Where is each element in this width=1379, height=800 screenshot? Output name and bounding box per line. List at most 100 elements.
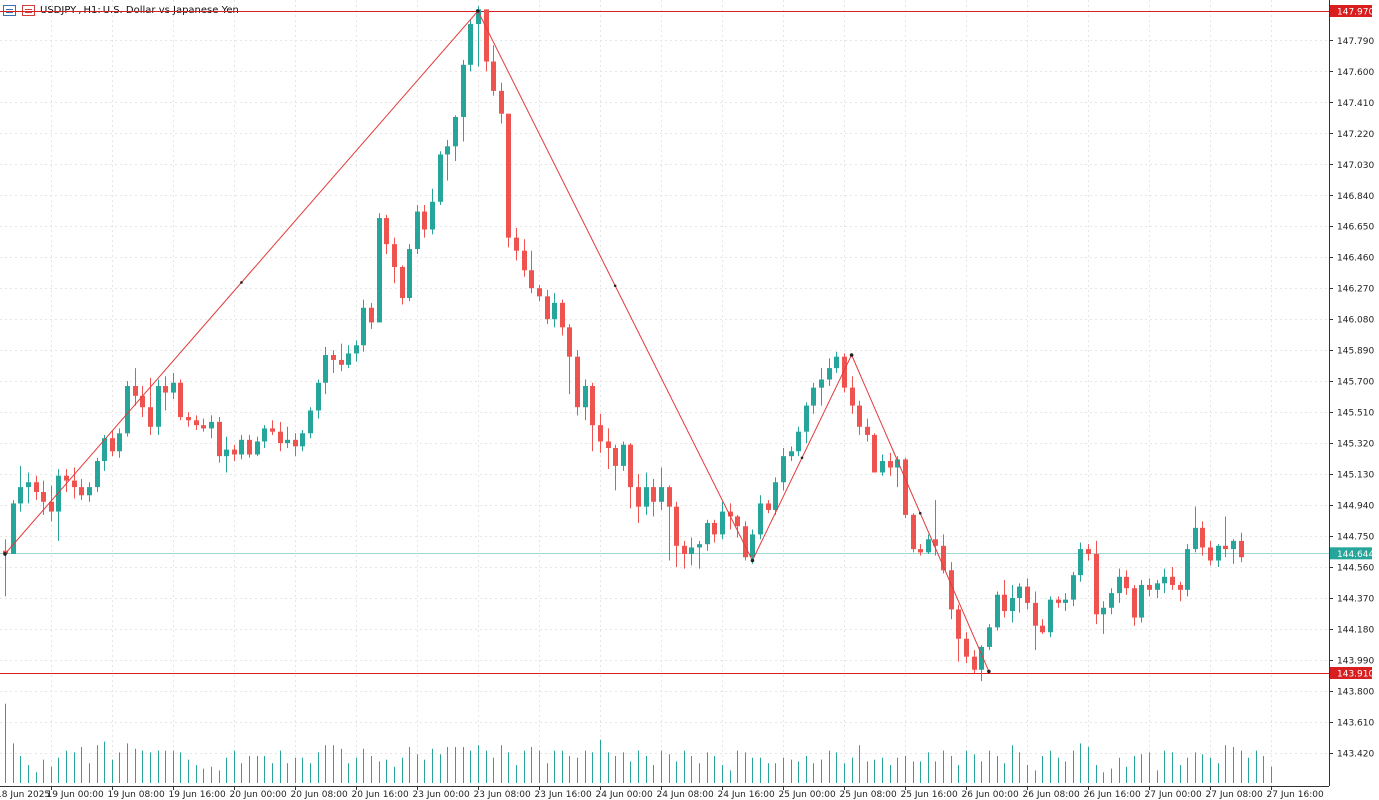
candle-bullish bbox=[453, 115, 458, 162]
candle-body bbox=[689, 547, 694, 554]
candle-body bbox=[354, 345, 359, 354]
candle-bullish bbox=[11, 500, 16, 554]
time-tick-label: 26 Jun 16:00 bbox=[1084, 790, 1141, 800]
zigzag-line bbox=[4, 10, 990, 672]
zigzag-point bbox=[750, 558, 755, 563]
candle-bearish bbox=[682, 540, 687, 569]
symbol-description: U.S. Dollar vs Japanese Yen bbox=[102, 4, 239, 16]
candle-bullish bbox=[117, 428, 122, 458]
candle-bullish bbox=[1010, 584, 1015, 623]
price-tick-label: 143.420 bbox=[1337, 749, 1374, 759]
symbol-separator: , bbox=[78, 4, 82, 16]
candle-body bbox=[56, 475, 61, 512]
time-tick-label: 25 Jun 08:00 bbox=[840, 790, 897, 800]
candle-bearish bbox=[872, 433, 877, 473]
candle-bearish bbox=[598, 413, 603, 453]
candle-body bbox=[476, 9, 481, 25]
level-price-tag-label: 143.910 bbox=[1337, 670, 1374, 680]
candle-bullish bbox=[239, 434, 244, 460]
candle-body bbox=[323, 355, 328, 383]
candle-body bbox=[766, 503, 771, 510]
candle-body bbox=[1185, 549, 1190, 590]
candle-body bbox=[545, 296, 550, 320]
candle-body bbox=[674, 506, 679, 546]
candle-body bbox=[850, 387, 855, 406]
candle-bullish bbox=[1117, 568, 1122, 603]
candle-bearish bbox=[72, 467, 77, 499]
candle-bearish bbox=[1002, 580, 1007, 618]
candle-bearish bbox=[567, 324, 572, 395]
price-tick-label: 147.790 bbox=[1337, 37, 1374, 47]
level-price-tag-bg bbox=[1330, 667, 1372, 679]
zigzag-midpoint bbox=[613, 284, 617, 288]
candle-bearish bbox=[628, 443, 633, 509]
candle-body bbox=[1063, 599, 1068, 603]
candle-body bbox=[95, 461, 100, 488]
candle-body bbox=[667, 487, 672, 507]
candle-body bbox=[270, 428, 275, 432]
candle-body bbox=[697, 544, 702, 548]
candle-bearish bbox=[194, 415, 199, 431]
candle-bullish bbox=[804, 402, 809, 444]
candle-bearish bbox=[232, 444, 237, 462]
candle-body bbox=[217, 421, 222, 457]
candle-bullish bbox=[750, 529, 755, 564]
time-tick-label: 27 Jun 00:00 bbox=[1145, 790, 1202, 800]
candle-bullish bbox=[1162, 568, 1167, 594]
candle-bullish bbox=[995, 591, 1000, 631]
candle-body bbox=[514, 237, 519, 251]
candle-bullish bbox=[758, 495, 763, 540]
candle-body bbox=[728, 511, 733, 517]
candle-bearish bbox=[842, 353, 847, 393]
candle-bullish bbox=[1139, 580, 1144, 623]
zigzag-point bbox=[476, 9, 480, 13]
candle-body bbox=[979, 646, 984, 670]
candle-body bbox=[133, 386, 138, 396]
candle-bullish bbox=[300, 430, 305, 452]
candle-bullish bbox=[407, 244, 412, 302]
price-tick-label: 147.030 bbox=[1337, 161, 1374, 171]
candle-bearish bbox=[392, 237, 397, 284]
zigzag-midpoint bbox=[800, 456, 804, 460]
candle-body bbox=[72, 480, 77, 488]
candle-body bbox=[964, 638, 969, 657]
candle-body bbox=[590, 386, 595, 426]
candle-bearish bbox=[64, 469, 69, 493]
candle-bearish bbox=[1200, 521, 1205, 556]
candle-body bbox=[117, 433, 122, 452]
candle-bearish bbox=[1033, 591, 1038, 651]
candle-bearish bbox=[712, 519, 717, 543]
candle-body bbox=[1071, 575, 1076, 600]
candle-body bbox=[705, 522, 710, 545]
candle-bearish bbox=[956, 604, 961, 662]
candle-body bbox=[26, 482, 31, 488]
candle-bearish bbox=[575, 350, 580, 416]
candle-bullish bbox=[87, 482, 92, 502]
time-tick-label: 18 Jun 2025 bbox=[0, 790, 50, 800]
candle-bearish bbox=[911, 513, 916, 553]
level-price-tag: 147.970 bbox=[1330, 5, 1374, 18]
time-tick-label: 19 Jun 00:00 bbox=[47, 790, 104, 800]
candle-bearish bbox=[506, 113, 511, 248]
candle-bearish bbox=[735, 514, 740, 538]
candle-body bbox=[1200, 527, 1205, 548]
candle-bullish bbox=[1017, 583, 1022, 613]
candle-bearish bbox=[613, 444, 618, 491]
time-tick-label: 25 Jun 00:00 bbox=[779, 790, 836, 800]
candle-bearish bbox=[606, 428, 611, 470]
candle-bullish bbox=[1048, 596, 1053, 638]
candle-bearish bbox=[278, 421, 283, 452]
candle-body bbox=[987, 627, 992, 647]
candle-body bbox=[628, 444, 633, 488]
candle-body bbox=[422, 211, 427, 230]
candle-body bbox=[18, 487, 23, 504]
level-price-tag: 143.910 bbox=[1330, 667, 1374, 680]
level-price-tag-label: 147.970 bbox=[1337, 8, 1374, 18]
candle-body bbox=[346, 353, 351, 365]
candle-body bbox=[651, 487, 656, 502]
candle-body bbox=[484, 9, 489, 62]
candle-bullish bbox=[224, 436, 229, 473]
time-tick-label: 20 Jun 16:00 bbox=[352, 790, 409, 800]
candle-body bbox=[438, 154, 443, 202]
